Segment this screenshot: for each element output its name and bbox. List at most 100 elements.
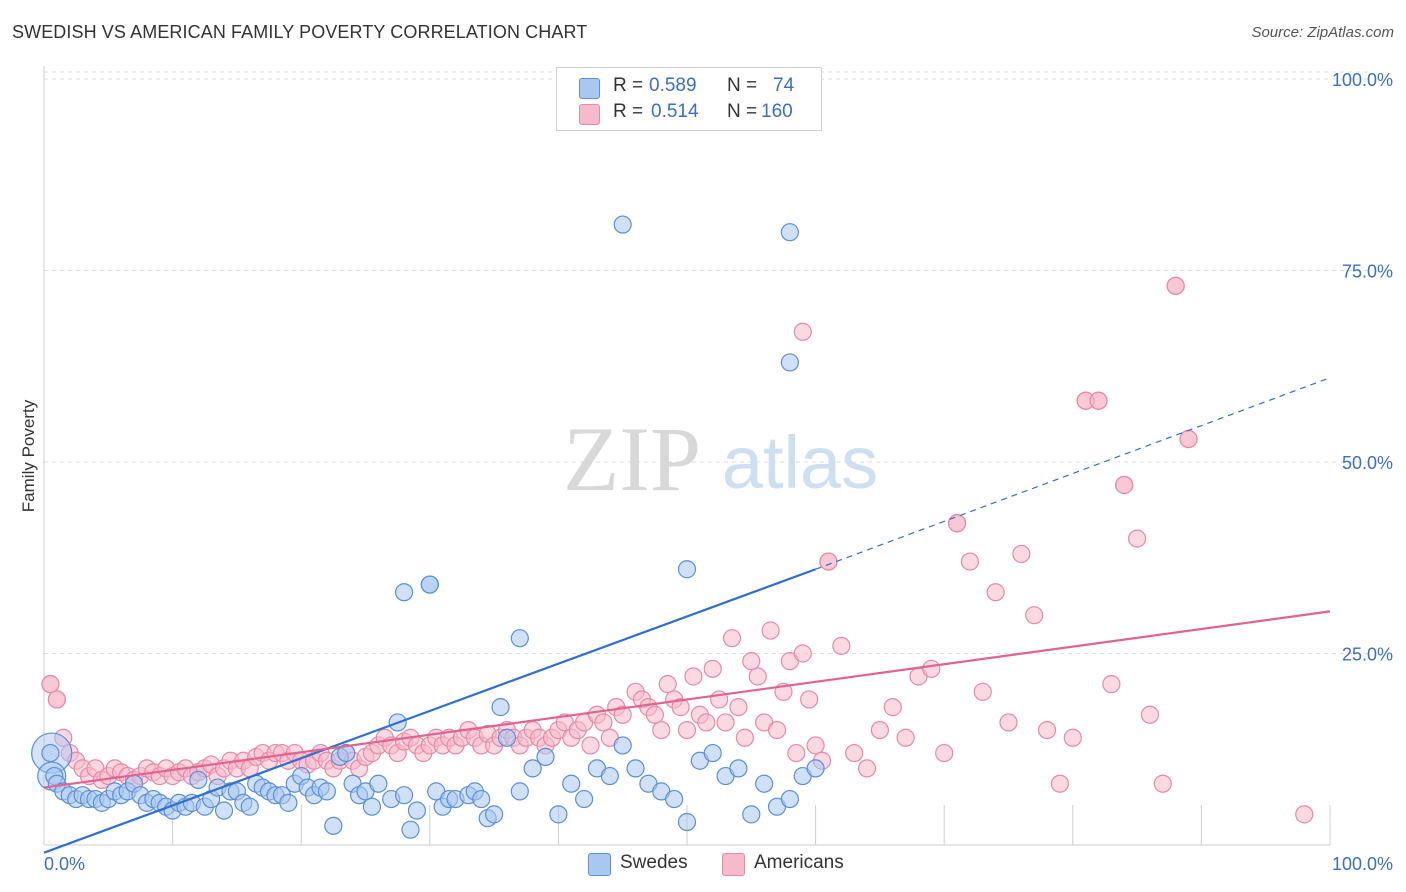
americans-point <box>922 659 941 678</box>
americans-point <box>613 705 632 724</box>
y-tick-label: 50.0% <box>1342 453 1393 473</box>
americans-point <box>729 698 748 717</box>
swedes-points <box>31 215 825 839</box>
y-tick-label: 25.0% <box>1342 645 1393 665</box>
americans-point <box>1166 276 1185 295</box>
americans-point <box>658 675 677 694</box>
watermark-zip: ZIP <box>563 408 701 510</box>
y-tick-labels: 25.0% 50.0% 75.0% 100.0% <box>1332 70 1393 665</box>
americans-point <box>735 728 754 747</box>
americans-point <box>960 552 980 571</box>
americans-n-label: N = <box>727 101 758 122</box>
x-tick-labels: 0.0% 100.0% <box>44 854 1393 874</box>
swedes-point <box>677 812 697 832</box>
americans-point <box>1063 728 1082 747</box>
americans-point <box>793 644 812 663</box>
swedes-point <box>401 820 420 839</box>
x-tick-label: 0.0% <box>44 854 85 874</box>
swedes-point <box>420 575 439 594</box>
americans-point <box>742 652 761 671</box>
swedes-swatch <box>579 78 600 99</box>
swedes-point <box>394 583 414 602</box>
americans-point <box>1050 774 1070 793</box>
correlation-legend: R = 0.589 N = 74 R = 0.514 N = 160 <box>556 67 822 131</box>
swedes-point <box>510 782 529 801</box>
swedes-point <box>780 223 799 242</box>
swedes-point <box>536 747 555 767</box>
swedes-point <box>485 805 504 824</box>
americans-point <box>973 682 992 701</box>
americans-point <box>832 636 851 655</box>
swedes-point <box>742 805 761 824</box>
trend-lines <box>43 377 1331 854</box>
americans-point <box>1140 705 1160 724</box>
axes <box>43 66 1330 846</box>
swedes-point <box>575 789 594 809</box>
y-tick-label: 100.0% <box>1332 70 1393 90</box>
americans-legend-swatch <box>722 853 745 876</box>
americans-point <box>697 713 716 732</box>
x-tick-label: 100.0% <box>1332 854 1393 874</box>
americans-point <box>1025 606 1044 625</box>
swedes-point <box>491 698 510 717</box>
americans-point <box>767 720 787 740</box>
americans-point <box>1089 391 1108 410</box>
americans-point <box>1102 675 1121 694</box>
y-tick-label: 75.0% <box>1342 262 1393 282</box>
americans-point <box>761 621 780 640</box>
americans-point <box>677 720 697 740</box>
americans-point <box>1179 429 1198 449</box>
swedes-point <box>703 743 722 763</box>
swedes-point <box>41 743 60 763</box>
swedes-legend-swatch <box>588 853 611 876</box>
americans-point <box>671 698 690 717</box>
americans-trend-line <box>43 610 1331 789</box>
americans-point <box>986 583 1005 602</box>
americans-point <box>594 713 613 732</box>
americans-legend-label: Americans <box>754 852 844 873</box>
americans-point <box>947 514 967 533</box>
swedes-r-value: 0.589 <box>649 75 697 96</box>
americans-point <box>857 759 877 778</box>
americans-point <box>793 322 812 341</box>
watermark-atlas: atlas <box>722 421 878 504</box>
chart-title: SWEDISH VS AMERICAN FAMILY POVERTY CORRE… <box>12 22 588 42</box>
americans-point <box>883 698 902 717</box>
swedes-trend-line <box>43 568 816 854</box>
americans-point <box>684 667 703 686</box>
americans-swatch <box>579 104 600 125</box>
swedes-point <box>562 774 581 793</box>
swedes-point <box>626 759 645 778</box>
swedes-point <box>549 805 568 824</box>
swedes-point <box>613 215 632 234</box>
swedes-point <box>189 770 208 789</box>
americans-point <box>806 736 825 755</box>
americans-point <box>896 728 915 747</box>
swedes-legend-label: Swedes <box>620 852 688 873</box>
americans-point <box>787 743 806 763</box>
swedes-point <box>407 801 427 820</box>
swedes-point <box>472 789 491 809</box>
americans-point <box>999 713 1018 732</box>
americans-point <box>716 713 735 732</box>
americans-point <box>1012 544 1031 564</box>
swedes-point <box>755 774 774 793</box>
americans-point <box>800 690 819 709</box>
swedes-point <box>317 782 337 801</box>
swedes-point <box>510 629 529 648</box>
swedes-point <box>806 759 825 778</box>
swedes-point <box>523 759 542 778</box>
americans-point <box>41 675 60 694</box>
swedes-point <box>214 801 234 820</box>
swedes-point <box>780 789 799 809</box>
americans-r-value: 0.514 <box>651 101 699 122</box>
swedes-n-value: 74 <box>773 75 795 96</box>
americans-point <box>748 667 767 686</box>
swedes-point <box>394 786 414 805</box>
americans-points <box>41 276 1314 824</box>
source-label: Source: ZipAtlas.com <box>1251 24 1394 41</box>
swedes-r-label: R = <box>613 75 644 96</box>
americans-point <box>652 720 671 740</box>
swedes-point <box>369 774 388 793</box>
